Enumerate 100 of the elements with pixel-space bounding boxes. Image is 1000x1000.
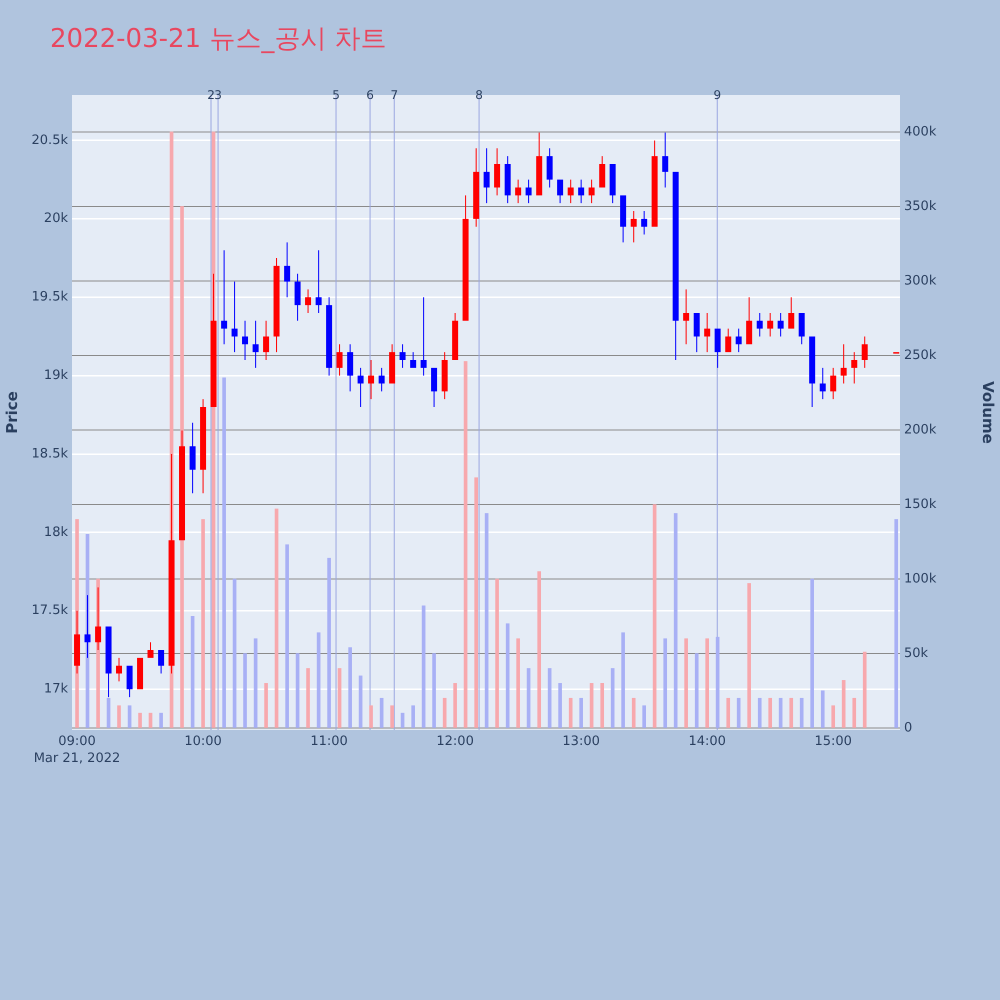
candlestick <box>252 320 259 368</box>
bar <box>390 705 394 728</box>
bar <box>264 683 268 728</box>
candlestick <box>316 250 322 313</box>
candlestick <box>704 312 710 352</box>
y-tick-label: 20k <box>44 211 68 226</box>
bar <box>358 676 362 728</box>
bar <box>495 578 499 728</box>
bar <box>338 668 342 728</box>
bar <box>422 606 426 728</box>
bar <box>768 698 772 728</box>
bar <box>600 683 604 728</box>
bar <box>789 698 794 728</box>
bar <box>537 571 542 728</box>
bar <box>579 698 583 728</box>
candlestick <box>84 595 90 658</box>
bar <box>642 705 646 728</box>
bar <box>285 544 289 728</box>
bar <box>306 668 310 728</box>
bar <box>684 638 688 728</box>
bar <box>411 705 415 728</box>
candlestick <box>662 132 668 188</box>
candlestick <box>588 180 595 204</box>
annotation: 8 <box>475 88 483 102</box>
x-tick-label: 10:00 <box>184 734 222 750</box>
bar <box>201 519 205 728</box>
bar <box>86 534 90 728</box>
bar <box>694 653 699 728</box>
annotation: 7 <box>390 88 398 102</box>
bar <box>516 638 520 728</box>
bar <box>506 623 510 728</box>
annotation: 3 <box>214 88 222 102</box>
annotation: 2 <box>207 88 215 102</box>
y-tick-label: 19.5k <box>32 290 68 305</box>
y2-tick-label: 100k <box>904 571 937 586</box>
x-tick-label: 13:00 <box>562 734 600 750</box>
candlestick <box>420 297 427 376</box>
candlestick <box>116 658 122 682</box>
bar <box>442 698 446 728</box>
y2-tick-label: 250k <box>904 348 937 363</box>
candlestick <box>820 368 826 400</box>
candlestick <box>526 180 532 204</box>
bar <box>663 638 668 728</box>
candlestick <box>515 180 522 204</box>
chart-title: 2022-03-21 뉴스_공시 차트 <box>50 24 387 54</box>
bar <box>327 558 331 728</box>
bar <box>400 712 404 728</box>
bar <box>705 638 710 728</box>
candlestick <box>358 368 364 408</box>
bar <box>190 616 194 728</box>
bar <box>716 636 720 728</box>
bar <box>747 583 751 728</box>
bar <box>453 683 457 728</box>
bar <box>590 683 594 728</box>
x-tick-label: 14:00 <box>688 734 726 750</box>
candlestick <box>683 289 690 344</box>
bar <box>652 504 656 728</box>
bar <box>369 705 373 728</box>
bar <box>800 698 804 728</box>
candlestick <box>578 180 584 204</box>
x-tick-label: 09:00 <box>58 734 96 750</box>
candlestick <box>232 282 238 352</box>
bar <box>380 698 384 728</box>
bar <box>128 705 132 728</box>
bar <box>138 712 142 728</box>
y2-tick-label: 200k <box>904 422 937 438</box>
bar <box>862 652 867 728</box>
y-axis-title: Price <box>2 391 21 434</box>
y2-tick-label: 50k <box>904 646 929 661</box>
y-tick-label: 17k <box>44 682 68 697</box>
bar <box>736 698 741 728</box>
candlestick <box>242 320 248 360</box>
bar <box>274 508 278 728</box>
y2-tick-label: 150k <box>904 496 937 512</box>
candlestick <box>736 328 742 352</box>
y2-axis-title: Volume <box>979 381 998 444</box>
annotation: 5 <box>332 88 340 102</box>
bar <box>159 712 163 728</box>
bar <box>632 698 636 728</box>
y2-tick-label: 350k <box>904 198 937 214</box>
bar <box>810 578 814 728</box>
bar <box>222 378 226 728</box>
y-tick-label: 18k <box>44 524 68 540</box>
candlestick <box>368 360 374 400</box>
bar <box>610 668 614 728</box>
bar <box>484 513 488 728</box>
bar <box>852 698 856 728</box>
bar <box>464 361 468 728</box>
bar <box>778 698 782 728</box>
x-tick-label: 12:00 <box>436 734 474 750</box>
bar <box>726 698 730 728</box>
bar <box>106 698 110 728</box>
bar <box>296 653 300 728</box>
y-tick-label: 20.5k <box>32 132 68 148</box>
x-tick-label: 11:00 <box>310 734 348 750</box>
y-tick-label: 18.5k <box>32 446 68 462</box>
bar <box>432 653 436 728</box>
bar <box>831 705 836 728</box>
bar <box>894 519 898 728</box>
bar <box>568 698 573 728</box>
